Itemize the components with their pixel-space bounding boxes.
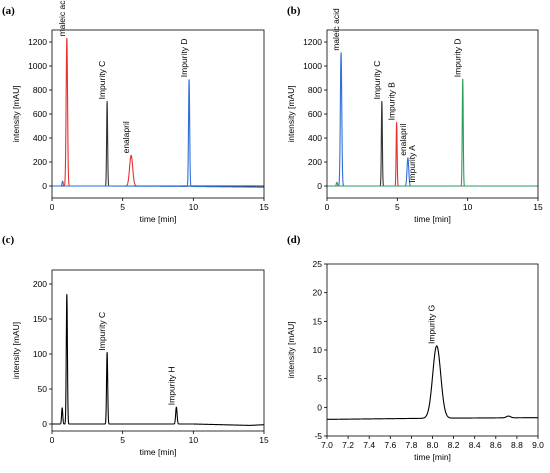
series-line bbox=[326, 345, 539, 420]
plot-frame bbox=[51, 29, 265, 199]
y-tick-label: 5 bbox=[317, 374, 322, 384]
series-line bbox=[326, 121, 539, 187]
series-line bbox=[51, 79, 265, 188]
panel-d: (d) 7.0 7.2 7.4 7.6 7.8 8.0 8.2 8.4 8.6 8.8 9.0 -5 0 5… bbox=[286, 234, 544, 462]
plot-frame bbox=[51, 269, 265, 432]
peak-label: enalapril bbox=[121, 121, 131, 153]
x-tick-label: 7.8 bbox=[405, 440, 417, 450]
y-tick-label: 600 bbox=[308, 109, 322, 119]
peak-label: Impurity G bbox=[427, 305, 437, 344]
x-tick-label: 8.6 bbox=[490, 440, 502, 450]
x-tick-label: 10 bbox=[189, 202, 199, 212]
panel-label: (d) bbox=[287, 234, 301, 246]
x-tick-label: 15 bbox=[259, 202, 269, 212]
peak-label: Impurity H bbox=[166, 366, 176, 405]
y-tick-label: 0 bbox=[42, 181, 47, 191]
peak-label: Impurity C bbox=[97, 312, 107, 351]
y-tick-label: 400 bbox=[33, 133, 47, 143]
series-line bbox=[51, 293, 265, 426]
panel-a: (a) 0 5 10 15 0 200 400 600 800 1000 1200 time [min]… bbox=[2, 0, 269, 224]
y-axis-label: intensity [mAU] bbox=[286, 321, 296, 378]
plot-frame bbox=[326, 29, 539, 199]
x-tick-label: 0 bbox=[50, 202, 55, 212]
panel-b: (b) 0 5 10 15 0 200 400 600 800 1000 1200 time [min]… bbox=[286, 5, 543, 224]
x-tick-label: 7.4 bbox=[363, 440, 375, 450]
x-tick-label: 5 bbox=[120, 435, 125, 445]
peak-label: Impurity D bbox=[453, 38, 463, 77]
plot-frame bbox=[326, 263, 539, 437]
y-tick-label: 0 bbox=[317, 402, 322, 412]
x-tick-label: 15 bbox=[259, 435, 269, 445]
peak-label: maleic acid bbox=[57, 0, 67, 36]
y-tick-label: 15 bbox=[313, 316, 323, 326]
series-line bbox=[51, 100, 265, 187]
y-tick-label: 200 bbox=[33, 279, 47, 289]
y-tick-label: 150 bbox=[33, 314, 47, 324]
x-tick-label: 15 bbox=[533, 202, 543, 212]
x-tick-label: 8.8 bbox=[511, 440, 523, 450]
y-tick-label: 200 bbox=[308, 157, 322, 167]
y-tick-label: 400 bbox=[308, 133, 322, 143]
panel-label: (a) bbox=[2, 5, 15, 17]
peak-label: maleic acid bbox=[331, 8, 341, 51]
x-axis-label: time [min] bbox=[414, 214, 451, 224]
x-tick-label: 7.0 bbox=[321, 440, 333, 450]
x-tick-label: 5 bbox=[395, 202, 400, 212]
panel-label: (c) bbox=[2, 234, 15, 246]
x-tick-label: 9.0 bbox=[532, 440, 544, 450]
x-tick-label: 8.2 bbox=[448, 440, 460, 450]
y-axis-label: intensity [mAU] bbox=[286, 85, 296, 142]
x-tick-label: 0 bbox=[50, 435, 55, 445]
y-tick-label: -5 bbox=[314, 431, 322, 441]
peak-label: Impurity B bbox=[387, 82, 397, 121]
x-tick-label: 8.0 bbox=[427, 440, 439, 450]
y-tick-label: 800 bbox=[308, 85, 322, 95]
series-line bbox=[51, 37, 265, 187]
x-tick-label: 7.6 bbox=[384, 440, 396, 450]
peak-label: enalapril bbox=[398, 124, 408, 156]
x-tick-label: 10 bbox=[463, 202, 473, 212]
y-tick-label: 10 bbox=[313, 345, 323, 355]
peak-label: Impurity D bbox=[179, 38, 189, 77]
x-axis-label: time [min] bbox=[414, 452, 451, 462]
x-tick-label: 5 bbox=[120, 202, 125, 212]
y-tick-label: 50 bbox=[38, 384, 48, 394]
y-tick-label: 1200 bbox=[303, 37, 322, 47]
y-tick-label: 800 bbox=[33, 85, 47, 95]
y-tick-label: 100 bbox=[33, 349, 47, 359]
y-tick-label: 20 bbox=[313, 288, 323, 298]
y-axis-label: intensity [mAU] bbox=[11, 322, 21, 379]
series-line bbox=[326, 52, 539, 187]
y-axis-label: intensity [mAU] bbox=[11, 85, 21, 142]
y-tick-label: 1200 bbox=[28, 37, 47, 47]
peak-label: Impurity A bbox=[407, 145, 417, 183]
y-tick-label: 1000 bbox=[303, 61, 322, 71]
x-tick-label: 8.4 bbox=[469, 440, 481, 450]
y-tick-label: 0 bbox=[317, 181, 322, 191]
y-tick-label: 600 bbox=[33, 109, 47, 119]
x-tick-label: 7.2 bbox=[342, 440, 354, 450]
peak-label: Impurity C bbox=[372, 61, 382, 100]
y-tick-label: 1000 bbox=[28, 61, 47, 71]
peak-label: Impurity C bbox=[97, 61, 107, 100]
x-axis-label: time [min] bbox=[140, 447, 177, 457]
y-tick-label: 200 bbox=[33, 157, 47, 167]
x-tick-label: 10 bbox=[189, 435, 199, 445]
series-line bbox=[326, 78, 539, 187]
y-tick-label: 0 bbox=[42, 419, 47, 429]
panel-label: (b) bbox=[287, 5, 301, 17]
series-line bbox=[326, 100, 539, 187]
x-axis-label: time [min] bbox=[140, 214, 177, 224]
y-tick-label: 25 bbox=[313, 259, 323, 269]
x-tick-label: 0 bbox=[325, 202, 330, 212]
